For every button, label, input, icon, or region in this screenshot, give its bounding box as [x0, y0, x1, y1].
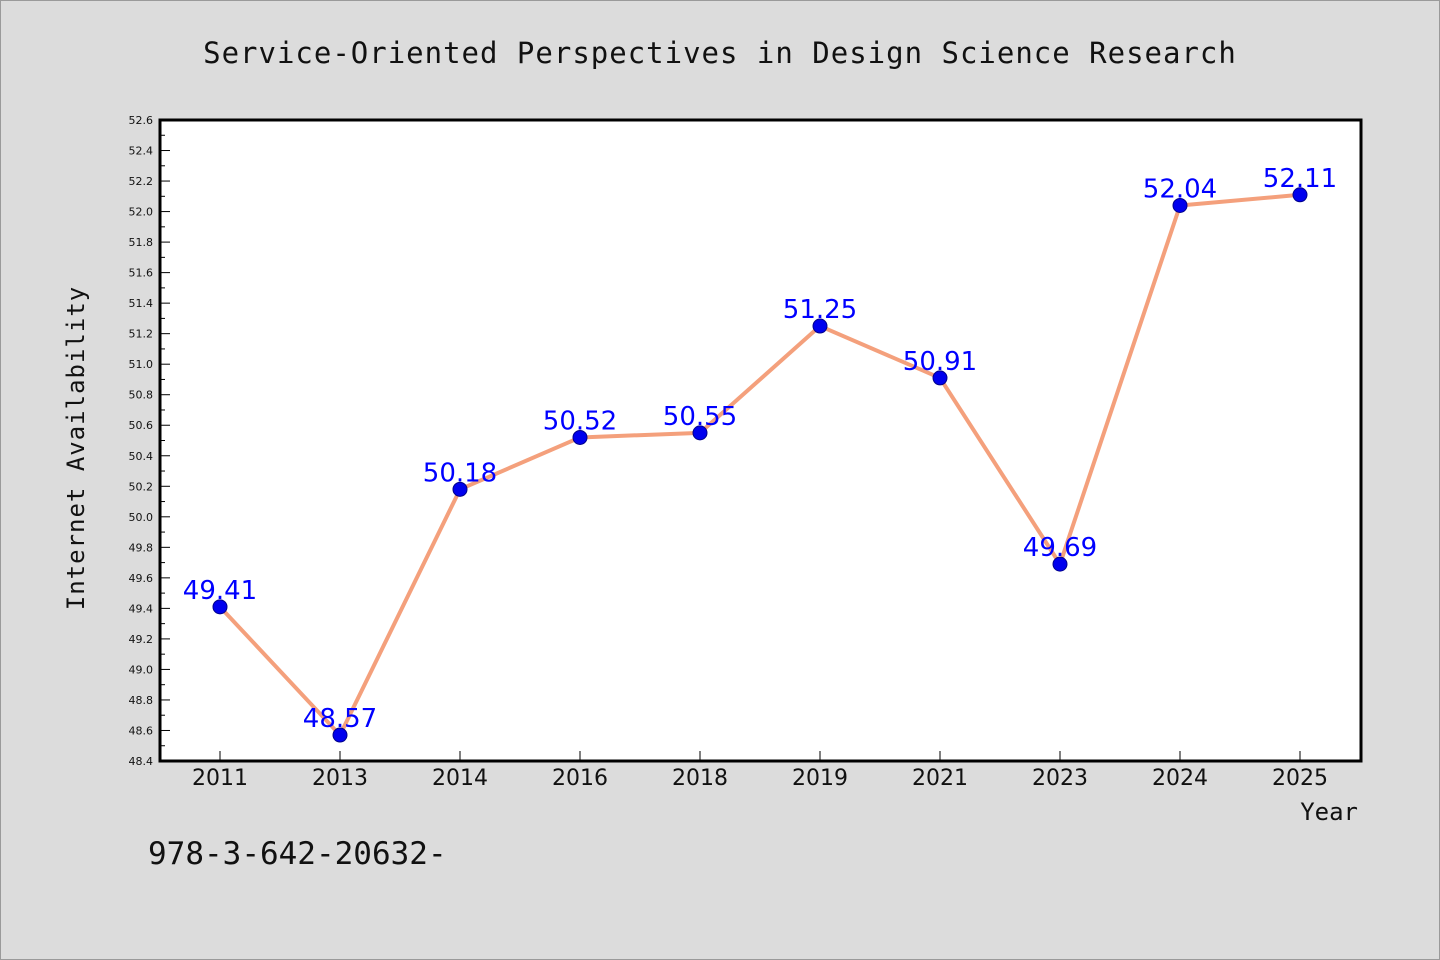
y-axis: 48.4 48.6 48.8 49.0 49.2 49.4 49.6 49.8 50.0 50.2…: [129, 114, 170, 768]
y-tick-label: 52.2: [129, 175, 154, 188]
y-tick-label: 51.2: [129, 328, 154, 341]
y-tick-label: 50.2: [129, 480, 154, 493]
x-axis-label: Year: [1300, 798, 1358, 826]
data-label: 50.91: [903, 347, 977, 377]
data-label: 50.55: [663, 402, 737, 432]
data-point: [212, 599, 228, 615]
y-tick-label: 51.4: [129, 297, 154, 310]
y-tick-label: 52.6: [129, 114, 154, 127]
data-label: 52.11: [1263, 164, 1337, 194]
series-layer: 49.41 48.57 50.18 50.52 50.55 51.25 50.91 49.69…: [183, 164, 1337, 743]
series-line: [218, 192, 1302, 738]
y-tick-label: 48.4: [129, 755, 154, 768]
y-tick-label: 51.0: [129, 358, 154, 371]
y-axis-label: Internet Availability: [62, 286, 90, 610]
y-tick-label: 51.6: [129, 267, 154, 280]
x-tick-label: 2023: [1032, 766, 1088, 791]
x-tick-label: 2019: [792, 766, 848, 791]
data-label: 50.52: [543, 406, 617, 436]
x-tick-label: 2018: [672, 766, 728, 791]
y-tick-label: 49.0: [129, 663, 154, 676]
data-label: 49.41: [183, 576, 257, 606]
y-tick-label: 52.0: [129, 206, 154, 219]
y-tick-label: 51.8: [129, 236, 154, 249]
y-tick-label: 49.2: [129, 633, 154, 646]
y-tick-label: 48.8: [129, 694, 154, 707]
data-point: [332, 727, 348, 743]
data-point: [1052, 556, 1068, 572]
x-tick-label: 2014: [432, 766, 488, 791]
data-label: 50.18: [423, 458, 497, 488]
x-tick-label: 2025: [1272, 766, 1328, 791]
data-label: 52.04: [1143, 174, 1217, 204]
y-tick-label: 49.8: [129, 541, 154, 554]
data-point: [452, 481, 468, 497]
y-tick-label: 50.8: [129, 389, 154, 402]
footer-text: 978-3-642-20632-: [148, 836, 447, 872]
x-tick-label: 2021: [912, 766, 968, 791]
data-point: [1172, 197, 1188, 213]
x-tick-label: 2024: [1152, 766, 1208, 791]
y-tick-label: 49.4: [129, 602, 154, 615]
x-tick-label: 2011: [192, 766, 248, 791]
chart-title: Service-Oriented Perspectives in Design …: [203, 36, 1237, 70]
data-point: [692, 425, 708, 441]
data-point: [932, 370, 948, 386]
data-point: [812, 318, 828, 334]
plot-area: [158, 118, 1363, 763]
y-tick-label: 49.6: [129, 572, 154, 585]
y-tick-label: 48.6: [129, 724, 154, 737]
x-tick-label: 2013: [312, 766, 368, 791]
data-label: 49.69: [1023, 533, 1097, 563]
y-tick-label: 50.4: [129, 450, 154, 463]
y-tick-label: 50.0: [129, 511, 154, 524]
data-label: 51.25: [783, 295, 857, 325]
x-tick-label: 2016: [552, 766, 608, 791]
x-axis: 2011 2013 2014 2016 2018 2019 2021 2023 2024 2025: [192, 751, 1328, 791]
y-tick-label: 52.4: [129, 145, 154, 158]
y-tick-label: 50.6: [129, 419, 154, 432]
data-label: 48.57: [303, 704, 377, 734]
data-point: [1292, 187, 1308, 203]
data-point: [572, 429, 588, 445]
